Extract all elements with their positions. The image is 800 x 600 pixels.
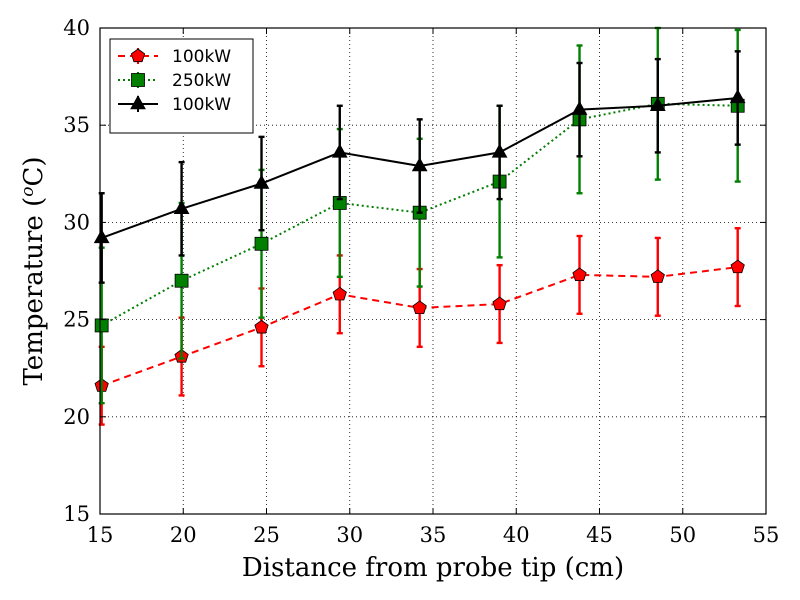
- data-point: [492, 296, 507, 311]
- y-axis-title-unit: C): [19, 156, 49, 186]
- y-tick-label: 15: [63, 502, 90, 526]
- grid: [100, 28, 766, 514]
- legend-label: 250kW: [172, 71, 231, 91]
- legend-entry-1: 250kW: [118, 71, 231, 91]
- y-axis-title-superscript: o: [18, 187, 38, 197]
- data-point: [331, 143, 348, 158]
- x-tick-label: 55: [753, 523, 780, 547]
- legend-marker: [130, 95, 146, 110]
- legend: 100kW 250kW 100kW: [109, 38, 254, 134]
- x-tick-label: 20: [170, 523, 197, 547]
- x-tick-label: 25: [253, 523, 280, 547]
- data-point: [412, 300, 427, 314]
- data-point: [411, 157, 428, 172]
- legend-label: 100kW: [172, 95, 231, 115]
- data-point: [173, 199, 190, 214]
- data-point: [729, 89, 746, 104]
- data-point: [730, 259, 745, 274]
- legend-entry-2: 100kW: [118, 95, 231, 115]
- x-axis-title: Distance from probe tip (cm): [242, 553, 624, 583]
- ticks: 15 20 25 30 35 40 45 50 55 15 20 25 30 35 40: [63, 16, 779, 547]
- data-point: [491, 143, 508, 158]
- x-tick-label: 35: [420, 523, 447, 547]
- x-tick-label: 50: [669, 523, 696, 547]
- y-axis-title-text: Temperature (: [19, 197, 49, 386]
- data-point: [649, 96, 666, 111]
- legend-marker: [130, 48, 146, 63]
- data-point: [650, 269, 665, 283]
- data-point: [254, 236, 269, 251]
- data-point: [572, 267, 587, 281]
- series-2: [93, 50, 746, 284]
- data-point: [253, 174, 270, 189]
- data-point: [174, 273, 189, 288]
- series-layer: [93, 26, 746, 426]
- legend-entries: 100kW 250kW 100kW: [118, 47, 231, 115]
- series-line: [101, 102, 738, 327]
- data-point: [93, 229, 110, 244]
- data-point: [571, 100, 588, 115]
- y-tick-label: 30: [63, 210, 90, 234]
- x-tick-label: 40: [503, 523, 530, 547]
- y-tick-label: 40: [63, 16, 90, 40]
- y-tick-label: 20: [63, 405, 90, 429]
- data-point: [254, 319, 269, 334]
- x-tick-label: 30: [336, 523, 363, 547]
- x-tick-label: 15: [87, 523, 114, 547]
- data-point: [332, 286, 347, 301]
- legend-label: 100kW: [172, 47, 231, 67]
- y-axis-title: Temperature (oC): [18, 156, 49, 385]
- legend-entry-0: 100kW: [118, 47, 231, 67]
- y-tick-label: 25: [63, 308, 90, 332]
- y-tick-label: 35: [63, 113, 90, 137]
- data-point: [94, 318, 109, 333]
- legend-marker: [131, 73, 145, 87]
- x-tick-label: 45: [586, 523, 613, 547]
